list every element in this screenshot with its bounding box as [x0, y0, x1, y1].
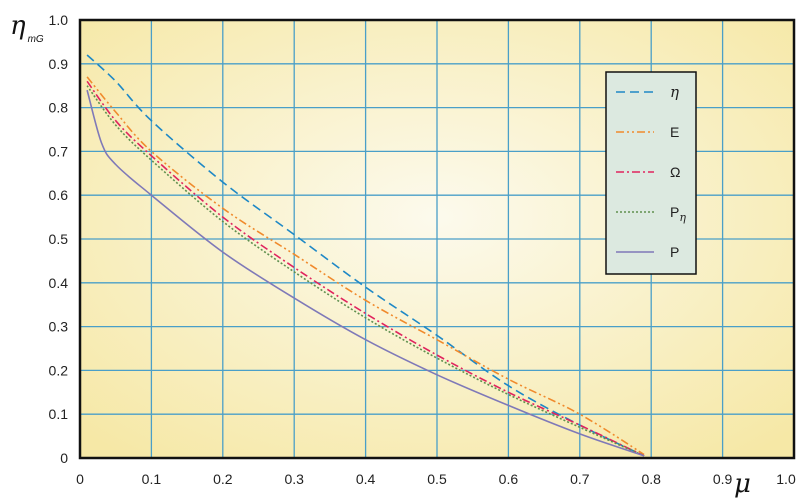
series-line	[86, 54, 645, 457]
y-tick-label: 0.5	[49, 231, 69, 247]
x-tick-label: 0	[76, 471, 84, 487]
x-tick-label: 0.2	[213, 471, 233, 487]
x-tick-label: 0.7	[570, 471, 590, 487]
y-tick-labels: 0 0.1 0.2 0.3 0.4 0.5 0.6 0.7 0.8 0.9 1.0	[49, 12, 69, 466]
y-tick-label: 0.8	[49, 100, 69, 116]
legend-label: Pη	[670, 204, 686, 224]
y-tick-label: 0.3	[49, 319, 69, 335]
x-tick-label: 0.3	[284, 471, 304, 487]
x-tick-label: 0.6	[499, 471, 519, 487]
series-line	[86, 80, 645, 457]
y-tick-label: 0.6	[49, 187, 69, 203]
x-tick-labels: 0 0.1 0.2 0.3 0.4 0.5 0.6 0.7 0.8 0.9 1.0	[76, 471, 796, 487]
y-axis-label: η mG	[10, 11, 44, 45]
legend: η E Ω Pη P	[605, 71, 697, 275]
x-tick-label: 0.8	[641, 471, 661, 487]
series-line	[86, 76, 645, 456]
series-line	[86, 85, 645, 457]
series-layer	[86, 54, 645, 457]
legend-label: Ω	[670, 164, 680, 180]
y-tick-label: 0.1	[49, 406, 69, 422]
x-tick-label: 0.4	[356, 471, 376, 487]
legend-label: η	[670, 83, 679, 101]
y-tick-label: 0.9	[49, 56, 69, 72]
series-line	[86, 89, 645, 457]
x-tick-label: 0.1	[142, 471, 162, 487]
y-tick-label: 0	[60, 450, 68, 466]
x-tick-label: 0.5	[427, 471, 447, 487]
y-axis-subscript: mG	[28, 34, 44, 45]
legend-label: P	[670, 244, 679, 260]
y-axis-symbol: η	[10, 11, 26, 41]
y-tick-label: 0.2	[49, 362, 69, 378]
y-tick-label: 0.7	[49, 143, 69, 159]
y-tick-label: 1.0	[49, 12, 69, 28]
x-tick-label: 0.9	[713, 471, 733, 487]
x-axis-label: μ	[734, 469, 751, 499]
plot-frame	[78, 18, 796, 460]
y-tick-label: 0.4	[49, 275, 69, 291]
legend-label: E	[670, 124, 679, 140]
x-tick-label: 1.0	[776, 471, 796, 487]
legend-box	[605, 71, 697, 275]
